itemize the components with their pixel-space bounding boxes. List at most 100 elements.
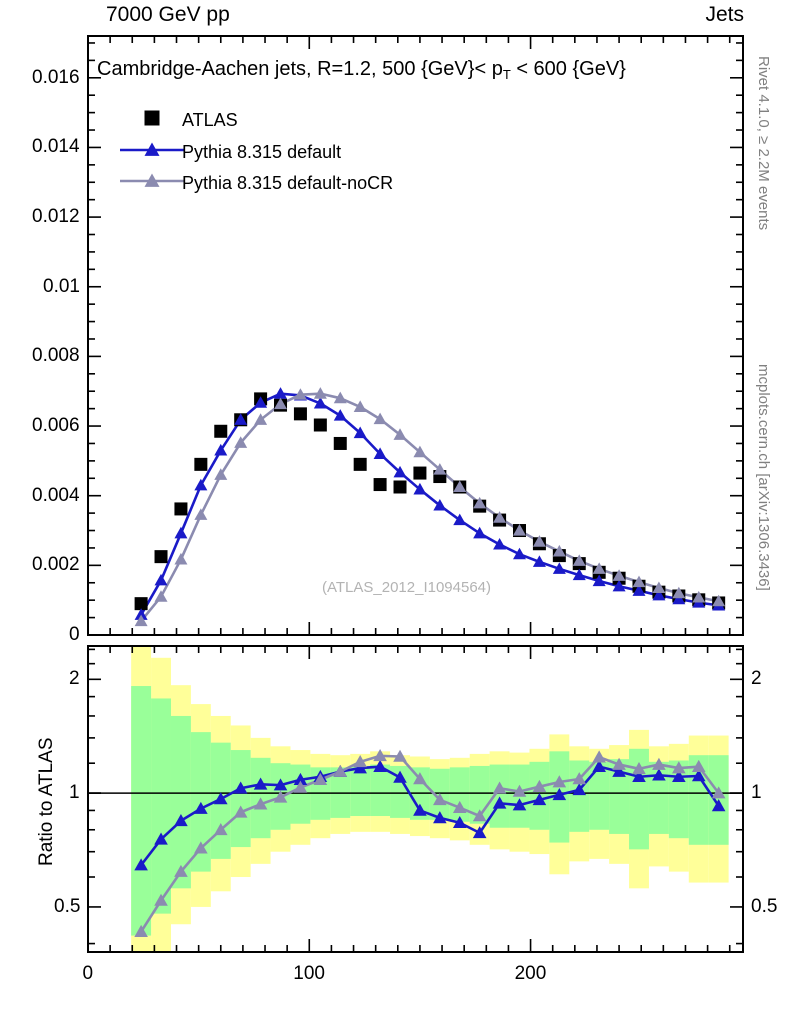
main-point-atlas — [373, 478, 387, 492]
main-point-series-2 — [632, 575, 646, 588]
main-point-series-2 — [373, 412, 387, 425]
band-inner-segment — [151, 698, 171, 914]
mcplots-reference-label: mcplots.cern.ch [arXiv:1306.3436] — [755, 364, 772, 591]
ratio-point-series-0 — [413, 803, 427, 816]
main-point-atlas — [413, 466, 427, 480]
band-inner-segment — [350, 765, 371, 816]
band-inner-segment — [688, 755, 709, 845]
main-point-series-2 — [493, 511, 507, 523]
ratio-point-series-1 — [293, 780, 308, 793]
main-point-series-1 — [134, 608, 148, 620]
main-y-tick-label: 0.01 — [43, 275, 80, 297]
main-point-series-1 — [453, 513, 467, 526]
ratio-point-series-1 — [612, 757, 626, 770]
ratio-point-series-1 — [572, 772, 587, 785]
ratio-axis-title: Ratio to ATLAS — [36, 737, 57, 867]
ratio-point-series-1 — [393, 749, 407, 762]
ratio-point-series-1 — [353, 755, 367, 768]
ratio-point-series-1 — [333, 764, 348, 777]
ratio-point-series-1 — [472, 809, 487, 822]
main-point-series-1 — [373, 447, 387, 459]
main-point-series-2 — [174, 552, 188, 565]
ratio-point-series-0 — [672, 769, 686, 783]
main-point-series-2 — [313, 387, 327, 399]
main-point-atlas — [313, 418, 327, 432]
analysis-watermark: (ATLAS_2012_I1094564) — [322, 579, 492, 596]
main-y-tick-label: 0.014 — [32, 136, 80, 158]
band-inner-segment — [589, 761, 610, 830]
main-point-series-2 — [134, 614, 148, 627]
ratio-point-series-1 — [273, 790, 288, 803]
ratio-point-series-0 — [253, 777, 268, 790]
ratio-point-series-0 — [612, 764, 626, 777]
ratio-point-series-0 — [592, 759, 606, 772]
main-point-series-1 — [672, 592, 686, 605]
main-point-series-1 — [333, 409, 347, 421]
legend-marker-triangle-nocr — [144, 173, 160, 187]
ratio-y-tick-label-right: 0.5 — [751, 895, 778, 917]
ratio-point-series-1 — [413, 772, 427, 785]
x-tick-label: 200 — [514, 963, 547, 984]
ratio-point-series-1 — [592, 750, 606, 763]
ratio-point-series-0 — [154, 832, 168, 845]
legend-label-pythia-nocr: Pythia 8.315 default-noCR — [182, 173, 394, 193]
ratio-point-series-1 — [452, 800, 467, 814]
main-point-series-1 — [552, 562, 566, 574]
main-point-series-1 — [174, 526, 188, 539]
main-point-series-1 — [254, 396, 268, 408]
ratio-point-series-1 — [194, 841, 208, 854]
ratio-point-series-1 — [552, 775, 567, 788]
ratio-point-series-1 — [532, 779, 547, 792]
ratio-point-series-0 — [433, 811, 447, 824]
main-point-atlas — [333, 436, 347, 450]
ratio-point-series-0 — [452, 815, 467, 829]
main-point-series-1 — [313, 396, 327, 409]
main-point-series-2 — [274, 397, 288, 410]
main-point-series-1 — [652, 588, 666, 601]
ratio-point-series-1 — [691, 759, 706, 772]
ratio-point-series-1 — [313, 772, 328, 786]
header-right-label: Jets — [705, 3, 744, 26]
band-inner-segment — [370, 764, 391, 816]
main-point-series-2 — [433, 463, 447, 475]
ratio-y-tick-label-left: 1 — [69, 782, 80, 804]
band-inner-segment — [230, 750, 251, 848]
main-point-series-2 — [254, 413, 268, 425]
band-inner-segment — [390, 765, 410, 818]
main-point-series-1 — [413, 482, 427, 495]
ratio-y-tick-label-left: 0.5 — [54, 895, 81, 917]
ratio-point-series-1 — [672, 761, 686, 774]
legend-marker-square-atlas — [144, 110, 160, 126]
ratio-point-series-0 — [273, 778, 288, 791]
main-point-series-1 — [592, 574, 606, 587]
band-inner-segment — [449, 767, 470, 822]
ratio-point-series-0 — [691, 769, 706, 782]
main-point-series-1 — [274, 387, 288, 399]
main-point-series-1 — [214, 443, 228, 456]
band-inner-segment — [569, 760, 590, 832]
band-inner-segment — [131, 686, 152, 936]
band-inner-segment — [170, 715, 191, 889]
main-point-series-1 — [513, 547, 527, 560]
main-point-series-2 — [572, 554, 586, 566]
main-point-series-1 — [353, 426, 367, 439]
rivet-version-label: Rivet 4.1.0, ≥ 2.2M events — [755, 56, 772, 231]
panel-title-pre: Cambridge-Aachen jets, R=1.2, 500 {GeV}<… — [97, 58, 503, 80]
ratio-point-series-1 — [213, 822, 228, 836]
main-point-atlas — [214, 424, 228, 438]
main-point-series-2 — [592, 562, 606, 574]
panel-title-subscript: T — [502, 67, 511, 82]
ratio-point-series-0 — [632, 769, 646, 783]
main-point-series-2 — [473, 496, 487, 509]
ratio-point-series-1 — [492, 781, 507, 794]
main-panel-frame — [87, 35, 744, 636]
main-point-series-2 — [612, 569, 626, 581]
ratio-point-series-0 — [492, 796, 507, 809]
main-point-series-1 — [532, 555, 546, 567]
ratio-point-series-1 — [652, 757, 666, 770]
band-inner-segment — [609, 759, 630, 834]
main-y-tick-label: 0.004 — [32, 484, 80, 506]
ratio-point-series-0 — [532, 793, 547, 806]
main-point-series-1 — [393, 465, 407, 478]
